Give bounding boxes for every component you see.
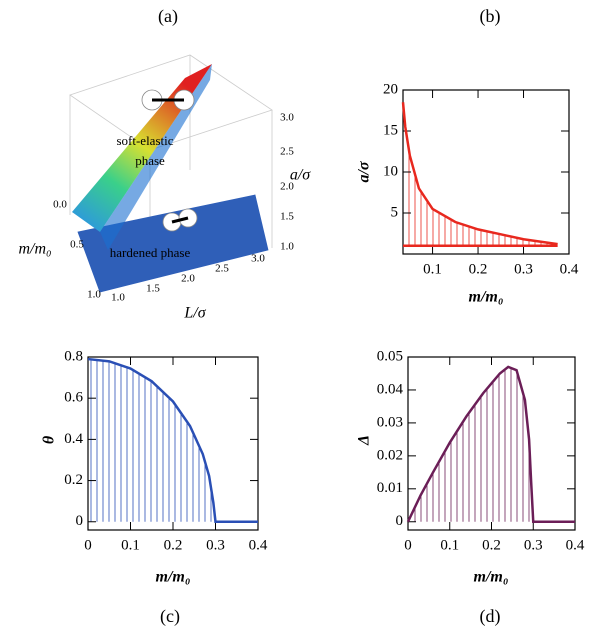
y-axis-label: m/m₀ xyxy=(18,241,51,258)
y-tick-label: 5 xyxy=(391,204,399,220)
x-tick-label: 0.4 xyxy=(560,261,579,277)
x-tick-label: 0.4 xyxy=(566,537,585,553)
panel-label: (b) xyxy=(480,6,501,27)
hatch-area xyxy=(88,359,258,522)
x-axis-label: m/m₀ xyxy=(474,569,509,586)
x-axis-label: L/σ xyxy=(183,305,206,322)
tick-label: 1.0 xyxy=(87,289,101,301)
x-tick-label: 0 xyxy=(404,537,412,553)
data-line xyxy=(87,357,258,524)
y-tick-label: 0.02 xyxy=(377,447,403,463)
x-tick-label: 0.1 xyxy=(440,537,459,553)
data-line xyxy=(401,102,558,246)
y-tick-label: 10 xyxy=(383,163,398,179)
tick-label: 3.0 xyxy=(280,112,294,124)
annotation: hardened phase xyxy=(110,245,191,260)
hatch-area xyxy=(408,366,575,522)
z-axis-label: a/σ xyxy=(290,167,311,184)
x-tick-label: 0.3 xyxy=(514,261,533,277)
tick-label: 1.0 xyxy=(111,292,125,304)
tick-label: 0.5 xyxy=(70,239,84,251)
tick-label: 2.5 xyxy=(215,263,229,275)
x-tick-label: 0.2 xyxy=(482,537,501,553)
y-tick-label: 0.04 xyxy=(377,381,404,397)
y-tick-label: 0.05 xyxy=(377,348,403,364)
x-tick-label: 0.3 xyxy=(524,537,543,553)
x-axis-label: m/m₀ xyxy=(469,289,504,306)
panel-a-art xyxy=(69,54,273,293)
tick-label: 2.5 xyxy=(280,146,294,158)
tick-label: 2.0 xyxy=(280,181,294,193)
hatch-area xyxy=(403,102,558,246)
x-tick-label: 0.1 xyxy=(423,261,442,277)
tick-label: 1.0 xyxy=(280,241,294,253)
y-tick-label: 0 xyxy=(396,513,404,529)
tick-label: 0.0 xyxy=(53,199,67,211)
y-tick-label: 0.2 xyxy=(64,472,83,488)
x-axis-label: m/m₀ xyxy=(156,569,191,586)
annotation: phase xyxy=(135,153,165,168)
y-tick-label: 0.8 xyxy=(64,348,83,364)
y-tick-label: 0.4 xyxy=(64,431,83,447)
tick-label: 1.5 xyxy=(280,211,294,223)
tick-label: 3.0 xyxy=(251,253,265,265)
y-axis-label: Δ xyxy=(356,435,373,446)
y-tick-label: 0.03 xyxy=(377,414,403,430)
panel-label: (d) xyxy=(480,606,501,627)
y-tick-label: 0.01 xyxy=(377,480,403,496)
y-axis-label: a/σ xyxy=(356,161,373,182)
y-tick-label: 20 xyxy=(383,81,398,97)
x-tick-label: 0.2 xyxy=(164,537,183,553)
x-tick-label: 0 xyxy=(84,537,92,553)
x-tick-label: 0.3 xyxy=(206,537,225,553)
y-axis-label: θ xyxy=(41,435,58,444)
y-tick-label: 0 xyxy=(76,513,84,529)
x-tick-label: 0.1 xyxy=(121,537,140,553)
x-tick-label: 0.2 xyxy=(469,261,488,277)
panel-label: (c) xyxy=(160,606,180,627)
annotation: soft-elastic xyxy=(116,133,173,148)
panel-label: (a) xyxy=(158,6,178,27)
y-tick-label: 0.6 xyxy=(64,390,83,406)
x-tick-label: 0.4 xyxy=(249,537,268,553)
tick-label: 2.0 xyxy=(181,273,195,285)
y-tick-label: 15 xyxy=(383,122,398,138)
data-line xyxy=(406,365,575,524)
tick-label: 1.5 xyxy=(146,283,160,295)
